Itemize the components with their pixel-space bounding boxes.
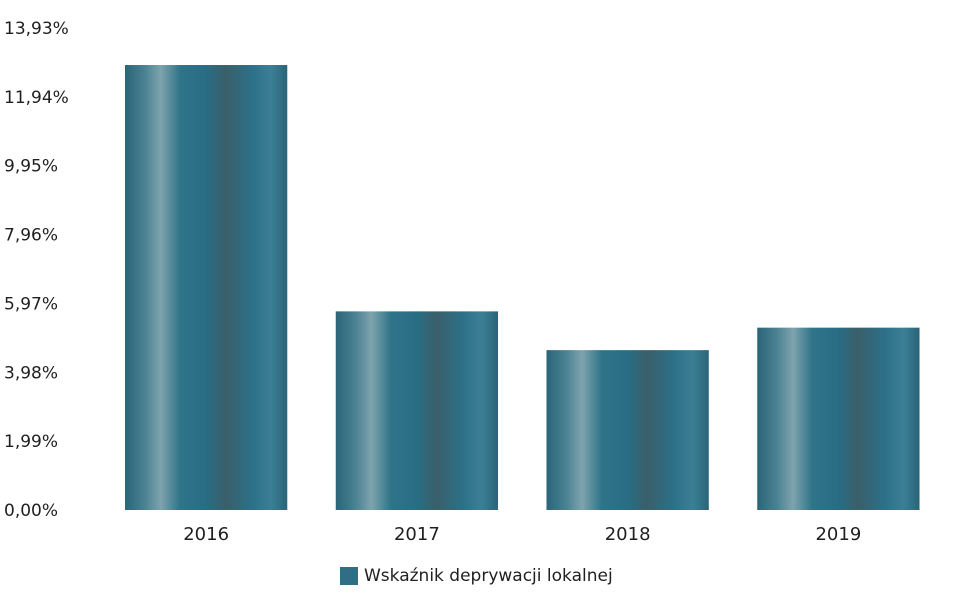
y-tick-label: 7,96% [4, 226, 58, 246]
x-tick-label: 2016 [183, 524, 229, 545]
y-axis: 0,00% 1,99% 3,98% 5,97% 7,96% 9,95% 11,94% 13,9… [4, 19, 69, 521]
y-tick-label: 3,98% [4, 363, 58, 383]
legend: Wskaźnik deprywacji lokalnej [340, 566, 613, 586]
bar-2017 [335, 311, 499, 510]
bar-2016 [125, 65, 288, 511]
y-tick-label: 5,97% [4, 294, 58, 314]
bars [125, 65, 920, 511]
legend-label: Wskaźnik deprywacji lokalnej [364, 566, 613, 586]
y-tick-label: 9,95% [4, 157, 58, 177]
y-tick-label: 13,93% [4, 19, 69, 39]
x-tick-label: 2017 [394, 524, 440, 545]
legend-swatch [340, 567, 358, 585]
x-tick-label: 2019 [815, 524, 861, 545]
y-tick-label: 11,94% [4, 88, 69, 108]
x-axis: 2016 2017 2018 2019 [183, 524, 861, 545]
bar-2018 [546, 350, 709, 510]
bar-2019 [757, 327, 920, 510]
y-tick-label: 0,00% [4, 501, 58, 521]
x-tick-label: 2018 [605, 524, 651, 545]
y-tick-label: 1,99% [4, 432, 58, 452]
